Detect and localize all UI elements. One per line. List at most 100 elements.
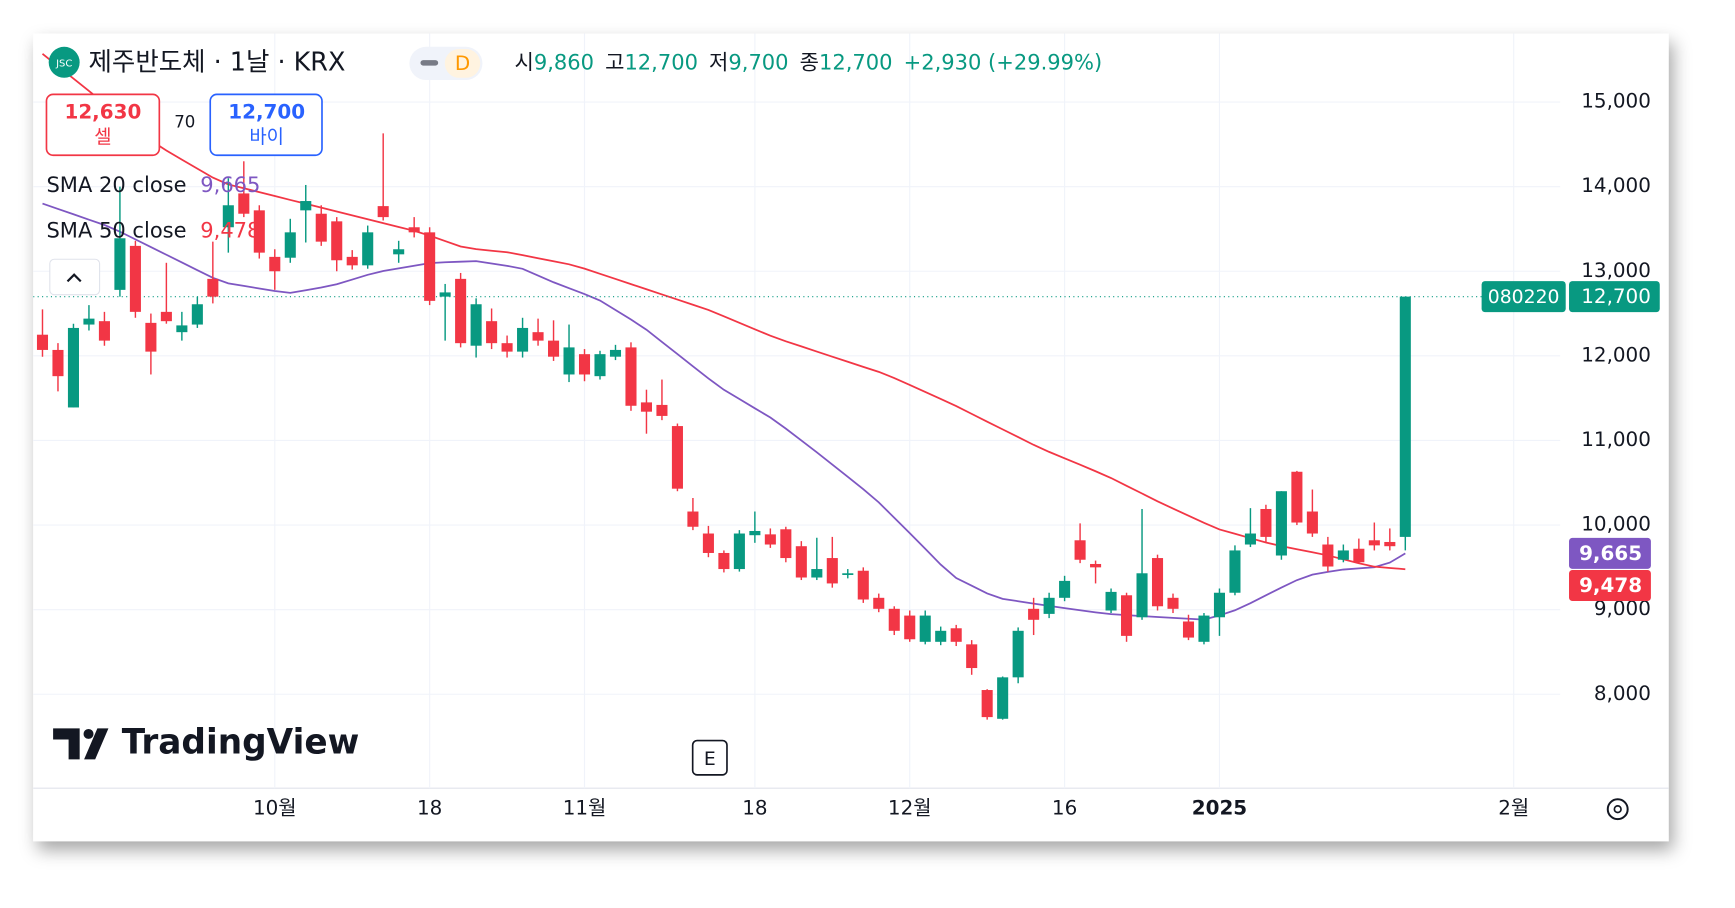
candle-body xyxy=(408,227,420,233)
buy-price: 12,700 xyxy=(228,101,305,124)
candle-body xyxy=(52,349,64,377)
x-tick-label: 10월 xyxy=(253,797,297,820)
candle-body xyxy=(935,630,947,642)
candle-body xyxy=(331,221,343,261)
x-tick-label: 11월 xyxy=(563,797,607,820)
candle-body xyxy=(1198,615,1210,642)
sma-badge xyxy=(1569,569,1651,601)
candle-body xyxy=(625,347,637,406)
sma-badge xyxy=(1569,537,1651,569)
candle-body xyxy=(950,628,962,642)
buy-label: 바이 xyxy=(249,126,284,148)
candle-body xyxy=(1074,540,1086,560)
candle-body xyxy=(966,644,978,669)
candle-body xyxy=(640,402,652,412)
x-tick-label: 2월 xyxy=(1498,797,1529,820)
candle-body xyxy=(1213,592,1225,618)
sell-price: 12,630 xyxy=(64,101,141,124)
candle-body xyxy=(594,354,606,377)
symbol-badge-text: 080220 xyxy=(1488,287,1560,308)
candle-body xyxy=(253,210,265,253)
candle-body xyxy=(176,325,188,333)
candle-body xyxy=(424,232,436,301)
collapse-icon xyxy=(66,273,82,283)
candle-body xyxy=(842,573,854,575)
legend-sma50-value: 9,478 xyxy=(200,218,260,243)
ohlc-value: 9,700 xyxy=(728,49,788,74)
candle-body xyxy=(1090,563,1102,568)
settings-icon-center xyxy=(1613,805,1622,814)
candle-body xyxy=(904,615,916,640)
candle-body xyxy=(160,311,172,322)
candle-body xyxy=(1291,471,1303,523)
candle-body xyxy=(981,690,993,718)
candle-body xyxy=(470,304,482,346)
candle-body xyxy=(36,334,49,350)
sma-line xyxy=(41,53,1406,571)
sma-line xyxy=(42,202,1406,621)
candle-body xyxy=(439,292,451,297)
ohlc-change: +2,930 (+29.99%) xyxy=(904,49,1103,74)
candle-body xyxy=(826,558,838,584)
candle-body xyxy=(1151,558,1164,607)
sell-button[interactable] xyxy=(45,93,161,157)
candle-body xyxy=(98,321,110,341)
last-price-badge xyxy=(1569,281,1660,313)
x-tick-label: 12월 xyxy=(888,797,932,820)
candle-body xyxy=(145,322,157,352)
candle-body xyxy=(1121,595,1133,636)
candle-body xyxy=(486,321,498,344)
legend-sma50: SMA 50 close xyxy=(46,218,186,243)
event-marker[interactable] xyxy=(691,739,728,776)
candle-body xyxy=(1244,533,1256,545)
candle-body xyxy=(377,206,389,218)
candle-body xyxy=(393,249,405,255)
event-marker-text: E xyxy=(704,749,716,770)
x-tick-label: 16 xyxy=(1052,797,1077,820)
candle-body xyxy=(671,426,683,489)
brand-logo xyxy=(53,728,109,760)
candle-body xyxy=(284,232,296,258)
candle-body xyxy=(207,278,219,297)
buy-button[interactable] xyxy=(209,93,323,157)
sell-label: 셀 xyxy=(94,126,111,148)
candle-body xyxy=(733,533,745,570)
candle-body xyxy=(1384,541,1396,547)
y-tick-label: 13,000 xyxy=(1581,259,1651,282)
candle-body xyxy=(702,533,714,553)
ohlc-key: 저 xyxy=(709,49,728,74)
candle-body xyxy=(795,546,807,578)
logo xyxy=(48,46,80,78)
candle-body xyxy=(269,256,281,272)
candle-body xyxy=(749,530,761,536)
candle-body xyxy=(83,318,95,325)
y-tick-label: 12,000 xyxy=(1581,343,1651,366)
candle-body xyxy=(764,534,776,545)
y-tick-label: 15,000 xyxy=(1581,90,1651,113)
candle-body xyxy=(1012,630,1024,678)
ohlc-value: 12,700 xyxy=(819,49,893,74)
candle-body xyxy=(1275,491,1287,556)
spread: 70 xyxy=(174,113,195,132)
candle-body xyxy=(67,327,79,408)
candle-body xyxy=(1229,550,1241,593)
ohlc-key: 종 xyxy=(800,49,819,74)
y-tick-label: 14,000 xyxy=(1581,174,1651,197)
candle-body xyxy=(346,256,358,266)
logo-text: JSC xyxy=(55,58,72,69)
candle-body xyxy=(1028,608,1040,620)
candle-body xyxy=(362,232,374,266)
candle-body xyxy=(548,340,560,357)
settings-icon[interactable] xyxy=(1606,798,1629,821)
collapse-button[interactable] xyxy=(49,258,101,296)
candle-body xyxy=(1368,540,1380,546)
candle-body xyxy=(919,615,931,642)
candle-body xyxy=(517,327,529,352)
candle-body xyxy=(300,201,312,211)
brand-name: TradingView xyxy=(122,722,360,762)
candle-body xyxy=(129,245,141,312)
candle-body xyxy=(501,343,513,352)
x-tick-label: 2025 xyxy=(1192,797,1247,820)
